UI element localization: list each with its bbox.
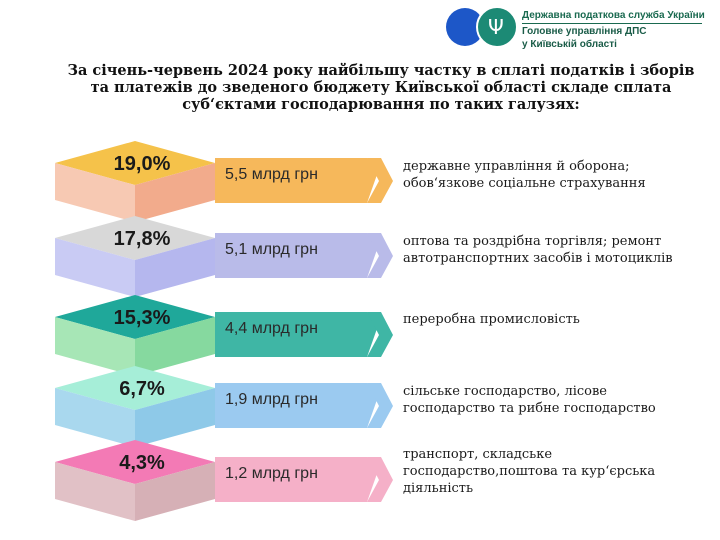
industry-description: сільське господарство, лісове господарст…	[403, 384, 656, 416]
shape-left-side	[55, 462, 135, 521]
header-text: Державна податкова служба України Головн…	[522, 9, 705, 51]
industry-description: переробна промисловість	[403, 312, 580, 327]
shape-left-side	[55, 388, 135, 447]
industry-row: 4,3% 1,2 млрд грн транспорт, складське г…	[0, 440, 720, 522]
industry-row: 19,0% 5,5 млрд грн державне управління й…	[0, 141, 720, 223]
header-department: Головне управління ДПС	[522, 26, 647, 37]
share-percent: 15,3%	[113, 307, 171, 329]
shape-right-side	[135, 388, 215, 447]
industry-description: оптова та роздрібна торгівля; ремонт авт…	[403, 234, 673, 266]
shape-arrow-tip	[367, 233, 393, 278]
shape-row-5	[55, 440, 393, 521]
shape-row-3	[55, 295, 393, 376]
industry-row: 6,7% 1,9 млрд грн сільське господарство,…	[0, 366, 720, 448]
share-amount: 4,4 млрд грн	[225, 320, 318, 337]
share-amount: 5,5 млрд грн	[225, 166, 318, 183]
shape-arrow	[215, 457, 379, 502]
trident-icon: Ψ	[488, 15, 504, 39]
shape-left-side	[55, 163, 135, 222]
shape-arrow	[215, 158, 379, 203]
shape-arrow-tip	[367, 457, 393, 502]
header-divider	[522, 23, 702, 24]
industry-description: державне управління й оборона; обов‘язко…	[403, 159, 646, 191]
shape-row-4	[55, 366, 393, 447]
industry-row: 17,8% 5,1 млрд грн оптова та роздрібна т…	[0, 216, 720, 298]
share-percent: 19,0%	[113, 153, 171, 175]
shape-arrow	[215, 233, 379, 278]
share-amount: 1,9 млрд грн	[225, 391, 318, 408]
shape-arrow-tip	[367, 312, 393, 357]
industry-description: транспорт, складське господарство,поштов…	[403, 447, 656, 496]
header-agency: Державна податкова служба України	[522, 10, 705, 21]
trident-logo-circle	[476, 6, 518, 48]
shape-arrow	[215, 312, 379, 357]
header-region: у Київській області	[522, 39, 617, 50]
share-percent: 17,8%	[113, 228, 171, 250]
share-amount: 5,1 млрд грн	[225, 241, 318, 258]
page-title: За січень-червень 2024 року найбільшу ча…	[67, 62, 695, 113]
shape-arrow-tip	[367, 383, 393, 428]
shape-row-1	[55, 141, 393, 222]
header-logo-block: Ψ Державна податкова служба України Голо…	[446, 6, 716, 51]
shape-right-side	[135, 317, 215, 376]
industry-row: 15,3% 4,4 млрд грн переробна промисловіс…	[0, 295, 720, 377]
shape-arrow	[215, 383, 379, 428]
shape-right-side	[135, 462, 215, 521]
shape-left-side	[55, 238, 135, 297]
share-percent: 6,7%	[119, 378, 165, 400]
shape-right-side	[135, 163, 215, 222]
share-percent: 4,3%	[119, 452, 165, 474]
shape-left-side	[55, 317, 135, 376]
shape-row-2	[55, 216, 393, 297]
shape-arrow-tip	[367, 158, 393, 203]
share-amount: 1,2 млрд грн	[225, 465, 318, 482]
shape-right-side	[135, 238, 215, 297]
